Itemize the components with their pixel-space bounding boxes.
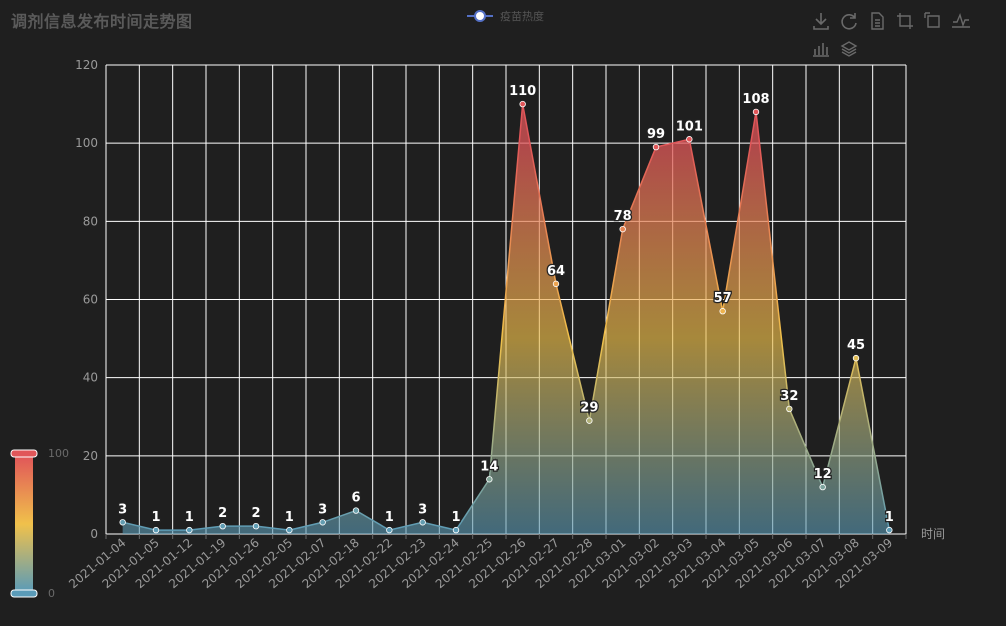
y-tick-label: 20 xyxy=(83,449,98,463)
legend-item[interactable]: 疫苗热度 xyxy=(466,7,544,25)
data-point xyxy=(252,522,260,530)
data-point xyxy=(319,519,326,526)
data-label: 32 xyxy=(780,389,798,404)
y-tick-label: 80 xyxy=(83,214,98,228)
visual-map-handle-top xyxy=(10,449,38,458)
visual-map-handle-bottom xyxy=(10,589,38,598)
data-label: 3 xyxy=(418,502,427,517)
data-point xyxy=(419,519,426,526)
data-label: 108 xyxy=(742,92,769,107)
data-point xyxy=(519,100,526,108)
data-point xyxy=(219,522,226,530)
x-axis-title: 时间 xyxy=(921,527,945,541)
data-label: 3 xyxy=(318,502,327,517)
data-point xyxy=(752,108,760,116)
data-label: 6 xyxy=(351,491,360,506)
data-label: 45 xyxy=(847,338,865,353)
data-label: 78 xyxy=(614,209,632,224)
data-point xyxy=(619,225,626,233)
y-tick-label: 120 xyxy=(75,58,98,72)
data-point xyxy=(386,526,393,534)
data-point xyxy=(652,143,660,151)
data-point xyxy=(819,483,826,491)
y-tick-label: 0 xyxy=(90,527,98,541)
data-label: 3 xyxy=(118,502,127,517)
data-label: 99 xyxy=(647,127,665,142)
data-view-icon[interactable] xyxy=(866,10,888,32)
zoom-icon[interactable] xyxy=(894,10,916,32)
restore-icon[interactable] xyxy=(838,10,860,32)
y-tick-label: 60 xyxy=(83,293,98,307)
data-point xyxy=(119,519,126,526)
data-label: 1 xyxy=(151,510,160,525)
data-point xyxy=(852,354,860,362)
data-label: 1 xyxy=(385,510,394,525)
data-point xyxy=(552,280,560,288)
data-label: 110 xyxy=(509,84,536,99)
bar-chart-icon[interactable] xyxy=(810,38,832,60)
data-label: 101 xyxy=(676,119,703,134)
legend-line-icon xyxy=(467,10,493,22)
y-tick-label: 100 xyxy=(75,136,98,150)
zoom-reset-icon[interactable] xyxy=(922,10,944,32)
series-area xyxy=(122,104,890,534)
data-label: 64 xyxy=(547,264,565,279)
data-label: 2 xyxy=(251,506,260,521)
data-point xyxy=(452,526,460,534)
y-tick-label: 40 xyxy=(83,371,98,385)
data-point xyxy=(586,417,593,424)
chart-title: 调剂信息发布时间走势图 xyxy=(11,12,193,31)
series-line xyxy=(122,103,891,531)
data-label: 12 xyxy=(814,467,832,482)
data-label: 14 xyxy=(480,459,498,474)
data-point xyxy=(686,136,693,143)
data-point xyxy=(152,526,160,534)
data-label: 1 xyxy=(285,510,294,525)
data-point xyxy=(186,526,193,534)
visual-map-min-label: 0 xyxy=(48,587,55,600)
data-label: 57 xyxy=(714,291,732,306)
data-label: 2 xyxy=(218,506,227,521)
legend-label: 疫苗热度 xyxy=(500,10,544,23)
data-point xyxy=(286,526,293,534)
data-point xyxy=(486,476,493,483)
data-label: 1 xyxy=(451,510,460,525)
data-label: 29 xyxy=(580,401,598,416)
stack-icon[interactable] xyxy=(838,38,860,60)
data-point xyxy=(786,405,793,413)
visual-map-bar xyxy=(15,452,33,594)
line-chart-icon[interactable] xyxy=(950,10,972,32)
save-image-icon[interactable] xyxy=(810,10,832,32)
data-point xyxy=(719,308,726,315)
data-point xyxy=(886,526,893,534)
data-label: 1 xyxy=(885,510,894,525)
visual-map-max-label: 100 xyxy=(48,447,69,460)
data-point xyxy=(352,507,360,514)
data-label: 1 xyxy=(185,510,194,525)
